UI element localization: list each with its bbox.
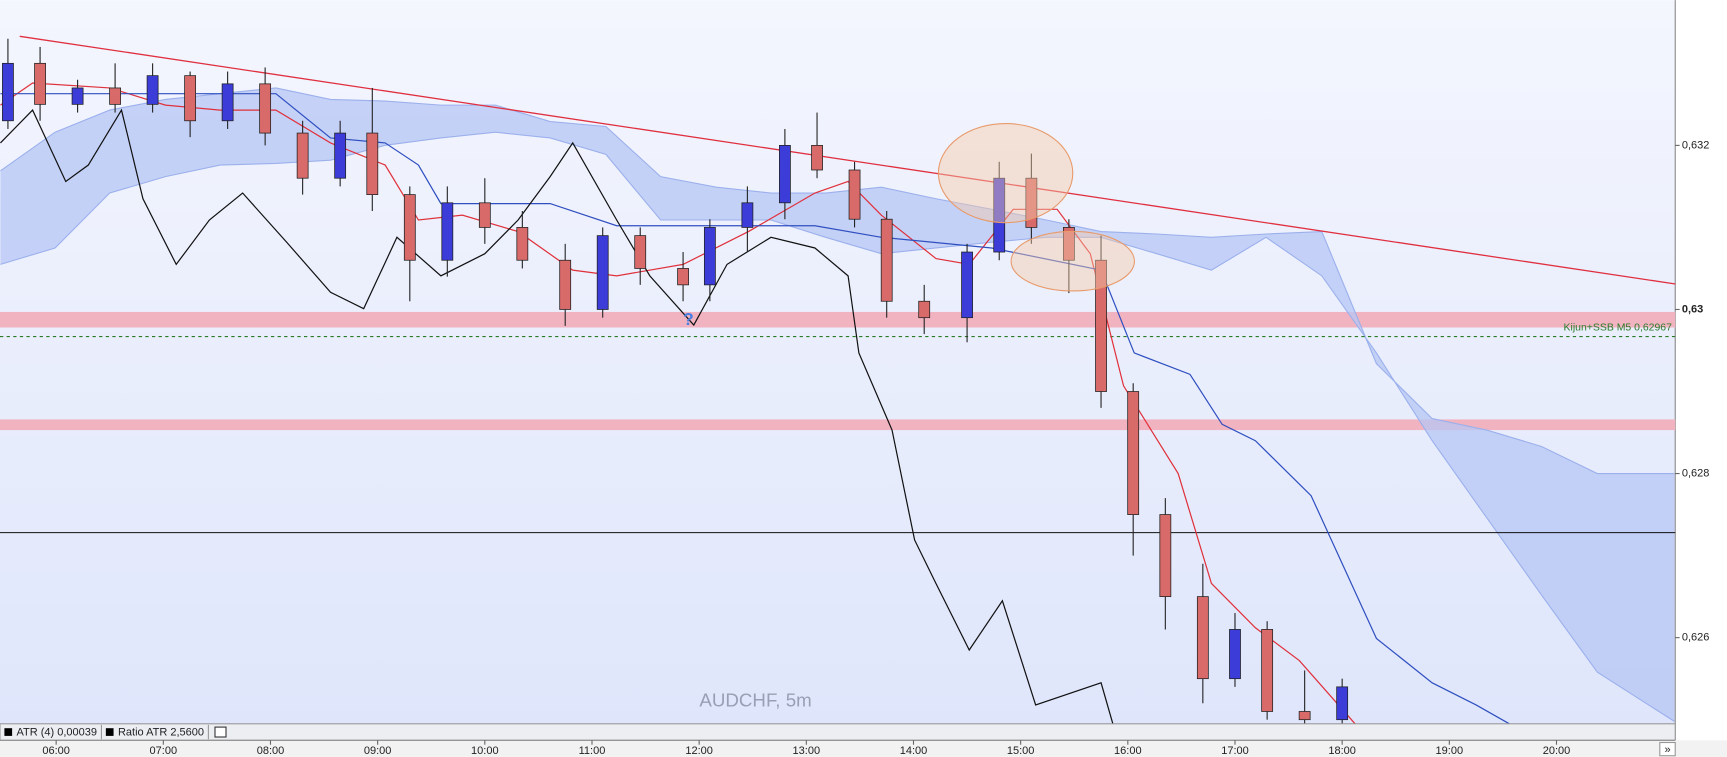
indicators: ATR (4) 0,00039 Ratio ATR 2,5600 bbox=[4, 724, 227, 740]
candle-body bbox=[1062, 227, 1075, 261]
x-tick-label: 13:00 bbox=[793, 745, 821, 757]
candle-body bbox=[296, 132, 309, 179]
highlight-circle bbox=[937, 122, 1074, 224]
candle-body bbox=[366, 132, 379, 195]
x-tick-label: 16:00 bbox=[1114, 745, 1142, 757]
candle-body bbox=[1196, 596, 1209, 680]
time-axis-area bbox=[0, 740, 1727, 757]
candle-body bbox=[961, 251, 973, 319]
y-tick-label: 0,63 bbox=[1682, 303, 1703, 315]
price-zone bbox=[0, 419, 1676, 431]
y-tick-label: 0,632 bbox=[1682, 139, 1710, 151]
indicator-label: ATR (4) 0,00039 bbox=[17, 727, 98, 739]
candle-body bbox=[634, 235, 647, 269]
candle-body bbox=[403, 194, 416, 261]
scroll-button-label[interactable]: » bbox=[1664, 744, 1670, 756]
candle-body bbox=[677, 268, 689, 286]
candle-body bbox=[334, 132, 347, 179]
cloud-area bbox=[0, 87, 1675, 722]
candle-body bbox=[703, 227, 716, 286]
x-tick-label: 11:00 bbox=[579, 745, 606, 757]
candle-body bbox=[109, 87, 121, 105]
candle-body bbox=[880, 218, 893, 302]
candle-body bbox=[516, 227, 529, 261]
trendline bbox=[19, 35, 1676, 285]
x-tick-label: 17:00 bbox=[1221, 745, 1249, 757]
x-tick-label: 19:00 bbox=[1436, 745, 1464, 757]
cloud-edge bbox=[0, 131, 1675, 722]
candle-body bbox=[2, 62, 14, 122]
indicator-swatch bbox=[105, 728, 114, 736]
candle-body bbox=[1025, 177, 1038, 228]
candle-body bbox=[559, 259, 572, 310]
candle-body bbox=[478, 202, 491, 228]
candle-body bbox=[1229, 629, 1241, 680]
candle-body bbox=[778, 144, 791, 204]
candle-body bbox=[811, 144, 823, 171]
candle-body bbox=[1159, 514, 1172, 598]
indicator-line bbox=[0, 82, 1356, 725]
indicator-line bbox=[0, 108, 1114, 724]
highlight-circle bbox=[1010, 230, 1135, 292]
candle-body bbox=[221, 83, 234, 122]
level-label: Kijun+SSB M5 0,62967 bbox=[1564, 322, 1673, 333]
indicator-line bbox=[0, 93, 1510, 725]
candle-body bbox=[184, 75, 197, 122]
annotation: ? bbox=[683, 309, 694, 329]
x-tick-label: 12:00 bbox=[685, 745, 713, 757]
scroll-button[interactable] bbox=[1659, 741, 1676, 757]
indicator-label: Ratio ATR 2,5600 bbox=[118, 727, 204, 739]
y-tick-label: 0,626 bbox=[1682, 632, 1710, 644]
x-tick-label: 07:00 bbox=[150, 745, 178, 757]
x-tick-label: 06:00 bbox=[42, 745, 70, 757]
y-tick-label: 0,628 bbox=[1682, 467, 1710, 479]
indicator-swatch bbox=[4, 728, 13, 736]
cloud bbox=[0, 87, 1675, 722]
detach-icon bbox=[214, 726, 227, 738]
candle-body bbox=[1261, 629, 1274, 712]
zones bbox=[0, 311, 1676, 431]
x-tick-label: 18:00 bbox=[1328, 745, 1356, 757]
lines: Kijun+SSB M5 0,62967 bbox=[0, 35, 1676, 725]
candles: ? bbox=[2, 38, 1349, 728]
candle-body bbox=[1127, 391, 1140, 515]
x-tick-label: 14:00 bbox=[900, 745, 928, 757]
x-tick-label: 15:00 bbox=[1007, 745, 1035, 757]
axes: 0,632 0,63 0,628 0,626 06:00 07:00 08:00 09:00 1… bbox=[42, 139, 1709, 757]
candle-body bbox=[918, 300, 931, 319]
candle-body bbox=[71, 87, 84, 105]
price-axis-area bbox=[1675, 0, 1727, 757]
candle-body bbox=[259, 83, 272, 134]
candle-body bbox=[993, 177, 1006, 253]
candle-body bbox=[1336, 686, 1349, 721]
candle-body bbox=[1095, 259, 1107, 392]
cloud-edge bbox=[0, 87, 1675, 475]
candle-body bbox=[596, 235, 609, 310]
x-tick-label: 20:00 bbox=[1543, 745, 1571, 757]
candle-body bbox=[441, 202, 454, 261]
indicator-bar bbox=[0, 723, 1676, 741]
candle-body bbox=[848, 169, 861, 220]
candle-body bbox=[146, 75, 159, 105]
candle-body bbox=[1298, 711, 1311, 721]
x-tick-label: 09:00 bbox=[364, 745, 392, 757]
price-zone bbox=[0, 311, 1676, 328]
candle-body bbox=[34, 62, 46, 105]
candle-body bbox=[741, 202, 754, 228]
watermark-title: AUDCHF, 5m bbox=[699, 690, 811, 711]
x-tick-label: 10:00 bbox=[471, 745, 499, 757]
x-tick-label: 08:00 bbox=[257, 745, 285, 757]
